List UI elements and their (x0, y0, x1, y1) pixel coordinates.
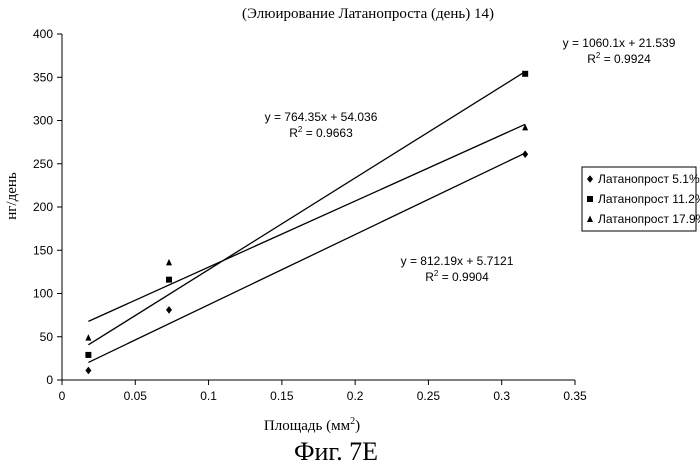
y-tick-label: 150 (33, 243, 53, 257)
y-tick-label: 350 (33, 70, 53, 84)
legend-item-label: Латанопрост 17.9% (598, 212, 700, 226)
x-axis-label-close: ) (355, 418, 360, 434)
x-axis-label-text: Площадь (мм (264, 418, 351, 434)
y-axis-label: нг/день (4, 172, 20, 220)
figure-caption: Фиг. 7E (294, 437, 378, 466)
x-tick-label: 0.35 (563, 389, 587, 403)
r-squared-value: = 0.9663 (302, 126, 353, 140)
legend-marker-square (587, 196, 593, 202)
y-tick-label: 300 (33, 114, 53, 128)
y-tick-label: 400 (33, 27, 53, 41)
trendline-equation: y = 812.19x + 5.7121 (401, 254, 514, 268)
data-point-series-2 (522, 71, 528, 77)
legend-item-label: Латанопрост 11.2% (598, 192, 700, 206)
axes: 0 50 100 150 200 250 300 350 400 0 0.05 0.1 0.15 0.2 0… (33, 27, 587, 403)
data-point-series-1 (85, 367, 91, 375)
data-point-series-2 (166, 277, 172, 283)
x-tick-label: 0.3 (493, 389, 510, 403)
legend: Латанопрост 5.1% Латанопрост 11.2% Латаноп… (582, 167, 700, 231)
x-tick-label: 0.25 (417, 389, 441, 403)
trendline-equation: y = 764.35x + 54.036 (265, 110, 378, 124)
r-squared-label: R2 = 0.9904 (425, 269, 489, 284)
r-squared-label: R2 = 0.9663 (289, 125, 353, 140)
data-point-series-2 (85, 352, 91, 358)
y-tick-label: 100 (33, 287, 53, 301)
y-tick-label: 50 (40, 330, 54, 344)
equation-annotations: y = 812.19x + 5.7121R2 = 0.9904 y = 1060.… (265, 36, 676, 284)
x-tick-label: 0.2 (347, 389, 364, 403)
y-tick-label: 250 (33, 157, 53, 171)
chart-figure: (Элюирование Латанопроста (день) 14) 0 50… (0, 0, 700, 469)
x-tick-label: 0.15 (270, 389, 294, 403)
chart-title: (Элюирование Латанопроста (день) 14) (242, 6, 494, 22)
trendline-series-3 (88, 124, 525, 321)
r-squared-value: = 0.9904 (438, 270, 489, 284)
data-point-series-1 (522, 150, 528, 158)
r-squared-symbol: R (425, 270, 434, 284)
x-tick-label: 0 (59, 389, 66, 403)
x-tick-label: 0.1 (200, 389, 217, 403)
r-squared-value: = 0.9924 (600, 52, 651, 66)
y-tick-label: 200 (33, 200, 53, 214)
x-axis-label: Площадь (мм2) (264, 416, 360, 434)
x-tick-label: 0.05 (124, 389, 148, 403)
r-squared-symbol: R (587, 52, 596, 66)
y-tick-label: 0 (46, 373, 53, 387)
data-point-series-1 (166, 306, 172, 314)
r-squared-symbol: R (289, 126, 298, 140)
legend-item-label: Латанопрост 5.1% (598, 172, 700, 186)
data-point-series-3 (85, 334, 91, 341)
r-squared-label: R2 = 0.9924 (587, 51, 651, 66)
data-point-series-3 (166, 259, 172, 266)
trendline-equation: y = 1060.1x + 21.539 (563, 36, 676, 50)
